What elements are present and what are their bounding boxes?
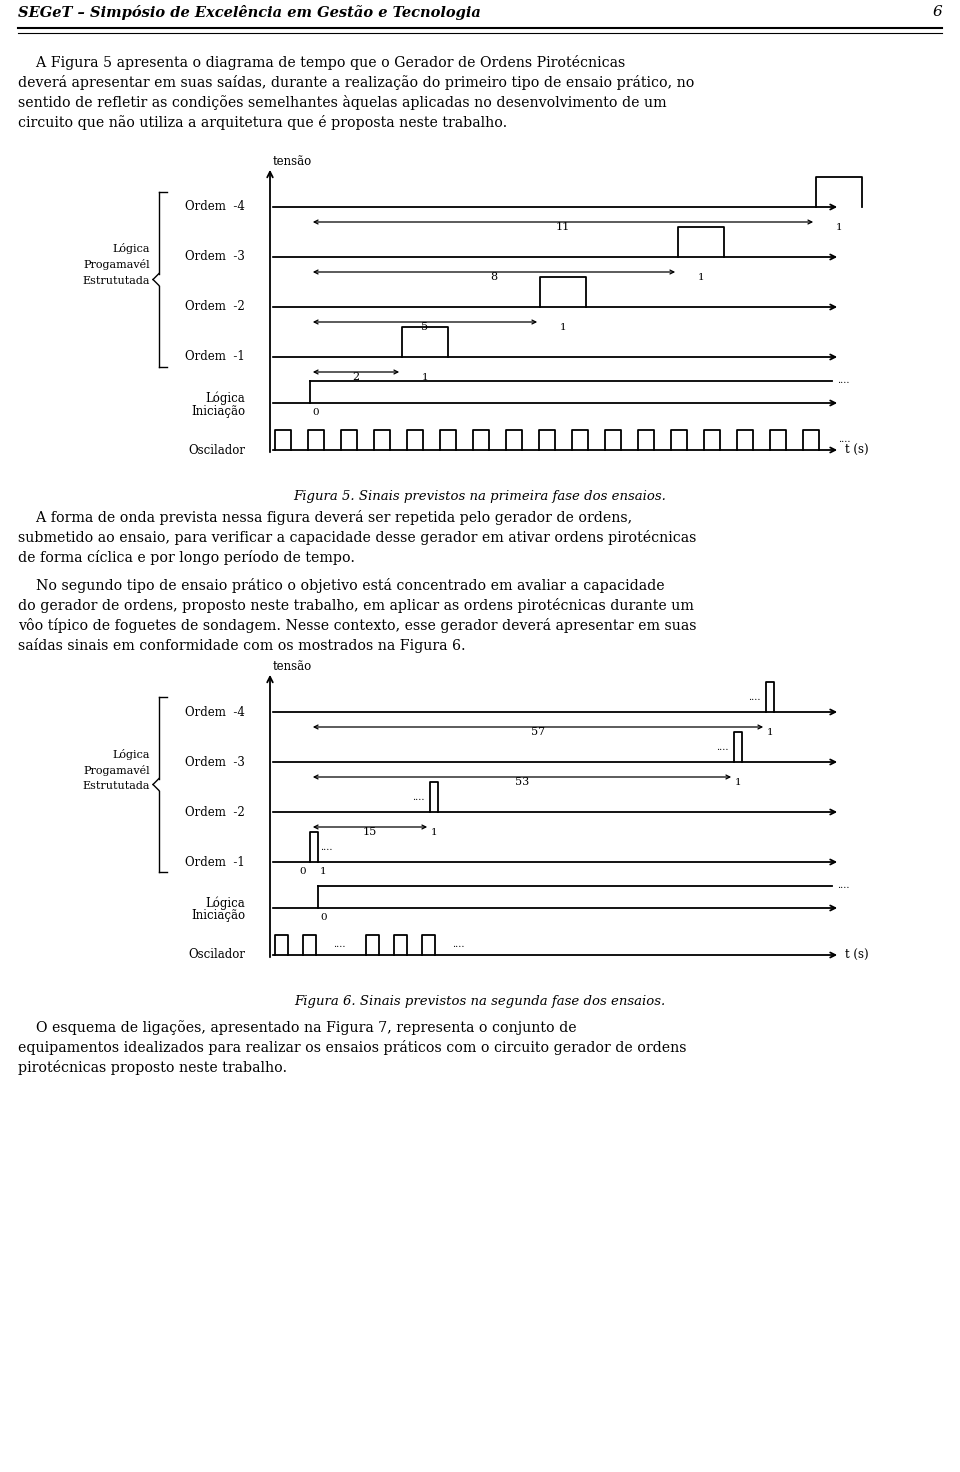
Text: saídas sinais em conformidade com os mostrados na Figura 6.: saídas sinais em conformidade com os mos…	[18, 637, 466, 654]
Text: Ordem  -3: Ordem -3	[185, 755, 245, 768]
Text: ....: ....	[748, 693, 760, 702]
Text: Ordem  -1: Ordem -1	[185, 350, 245, 364]
Text: 6: 6	[932, 4, 942, 19]
Text: 1: 1	[767, 729, 774, 737]
Text: 11: 11	[556, 222, 570, 233]
Text: 15: 15	[363, 827, 377, 838]
Text: 0: 0	[320, 913, 326, 921]
Text: 1: 1	[698, 272, 705, 283]
Text: Lógica: Lógica	[205, 896, 245, 910]
Text: tensão: tensão	[273, 659, 312, 673]
Text: 2: 2	[352, 372, 360, 383]
Text: tensão: tensão	[273, 155, 312, 168]
Text: 1: 1	[421, 372, 428, 383]
Text: 1: 1	[734, 779, 741, 788]
Text: Iniciação: Iniciação	[191, 910, 245, 923]
Text: 1: 1	[320, 867, 326, 876]
Text: ....: ....	[837, 882, 850, 891]
Text: ....: ....	[412, 793, 424, 802]
Text: 57: 57	[531, 727, 545, 737]
Text: Oscilador: Oscilador	[188, 443, 245, 456]
Text: Lógica: Lógica	[112, 243, 150, 255]
Text: sentido de refletir as condições semelhantes àquelas aplicadas no desenvolviment: sentido de refletir as condições semelha…	[18, 96, 666, 110]
Text: 53: 53	[515, 777, 529, 788]
Text: do gerador de ordens, proposto neste trabalho, em aplicar as ordens pirotécnicas: do gerador de ordens, proposto neste tra…	[18, 598, 694, 612]
Text: No segundo tipo de ensaio prático o objetivo está concentrado em avaliar a capac: No segundo tipo de ensaio prático o obje…	[18, 578, 664, 593]
Text: Progamavél: Progamavél	[84, 764, 150, 776]
Text: Lógica: Lógica	[112, 748, 150, 760]
Text: ....: ....	[838, 436, 851, 445]
Text: Figura 6. Sinais previstos na segunda fase dos ensaios.: Figura 6. Sinais previstos na segunda fa…	[295, 995, 665, 1008]
Text: 0: 0	[300, 867, 306, 876]
Text: Ordem  -4: Ordem -4	[185, 200, 245, 213]
Text: circuito que não utiliza a arquitetura que é proposta neste trabalho.: circuito que não utiliza a arquitetura q…	[18, 115, 507, 130]
Text: ....: ....	[333, 941, 346, 949]
Text: A Figura 5 apresenta o diagrama de tempo que o Gerador de Ordens Pirotécnicas: A Figura 5 apresenta o diagrama de tempo…	[18, 54, 625, 71]
Text: Figura 5. Sinais previstos na primeira fase dos ensaios.: Figura 5. Sinais previstos na primeira f…	[294, 490, 666, 503]
Text: A forma de onda prevista nessa figura deverá ser repetida pelo gerador de ordens: A forma de onda prevista nessa figura de…	[18, 509, 632, 526]
Text: Lógica: Lógica	[205, 392, 245, 405]
Text: Ordem  -2: Ordem -2	[185, 805, 245, 818]
Text: t (s): t (s)	[845, 443, 869, 456]
Text: 0: 0	[312, 408, 319, 417]
Text: t (s): t (s)	[845, 948, 869, 961]
Text: de forma cíclica e por longo período de tempo.: de forma cíclica e por longo período de …	[18, 551, 355, 565]
Text: equipamentos idealizados para realizar os ensaios práticos com o circuito gerado: equipamentos idealizados para realizar o…	[18, 1041, 686, 1055]
Text: 5: 5	[421, 322, 428, 333]
Text: Iniciação: Iniciação	[191, 405, 245, 418]
Text: pirotécnicas proposto neste trabalho.: pirotécnicas proposto neste trabalho.	[18, 1060, 287, 1075]
Text: 1: 1	[560, 322, 566, 333]
Text: ....: ....	[716, 743, 729, 752]
Text: Estrututada: Estrututada	[83, 277, 150, 286]
Text: ....: ....	[320, 843, 332, 852]
Text: 1: 1	[431, 827, 438, 838]
Text: Ordem  -3: Ordem -3	[185, 250, 245, 263]
Text: ....: ....	[837, 375, 850, 386]
Text: Estrututada: Estrututada	[83, 782, 150, 790]
Text: 1: 1	[836, 222, 842, 233]
Text: SEGeT – Simpósio de Excelência em Gestão e Tecnologia: SEGeT – Simpósio de Excelência em Gestão…	[18, 4, 481, 21]
Text: Progamavél: Progamavél	[84, 259, 150, 271]
Text: Ordem  -4: Ordem -4	[185, 705, 245, 718]
Text: Oscilador: Oscilador	[188, 948, 245, 961]
Text: ....: ....	[452, 941, 465, 949]
Text: vôo típico de foguetes de sondagem. Nesse contexto, esse gerador deverá apresent: vôo típico de foguetes de sondagem. Ness…	[18, 618, 697, 633]
Text: deverá apresentar em suas saídas, durante a realização do primeiro tipo de ensai: deverá apresentar em suas saídas, durant…	[18, 75, 694, 90]
Text: 8: 8	[491, 272, 497, 283]
Text: Ordem  -2: Ordem -2	[185, 300, 245, 314]
Text: Ordem  -1: Ordem -1	[185, 855, 245, 868]
Text: submetido ao ensaio, para verificar a capacidade desse gerador em ativar ordens : submetido ao ensaio, para verificar a ca…	[18, 530, 696, 545]
Text: O esquema de ligações, apresentado na Figura 7, representa o conjunto de: O esquema de ligações, apresentado na Fi…	[18, 1020, 577, 1035]
